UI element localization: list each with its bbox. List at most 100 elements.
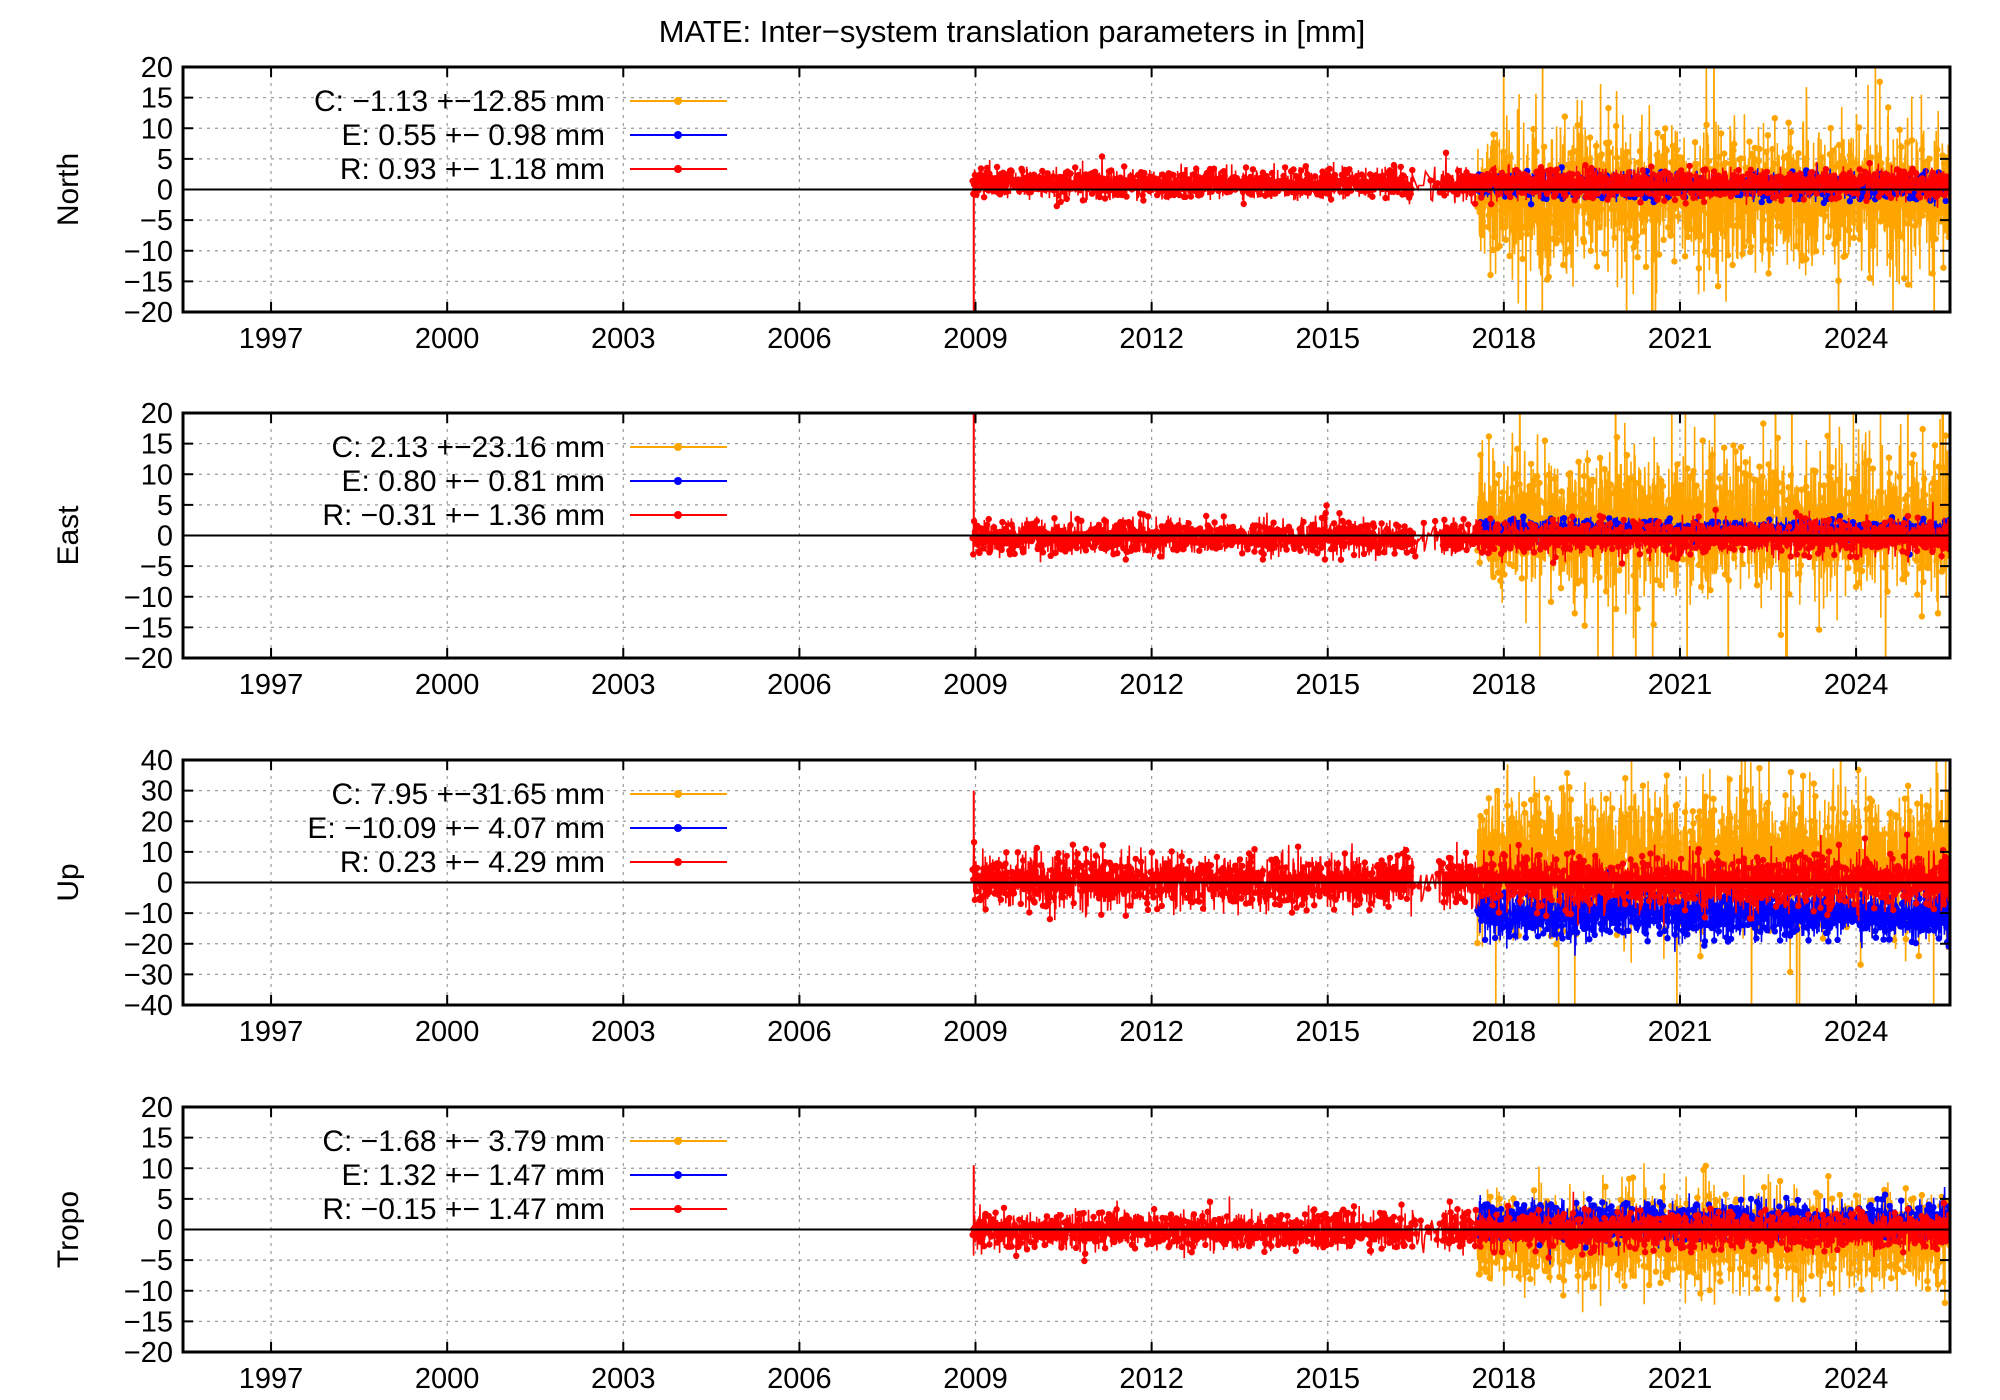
data-point (1763, 168, 1771, 175)
data-point (1180, 546, 1187, 553)
data-point (1640, 228, 1647, 235)
data-point (1739, 173, 1746, 180)
data-point (1846, 198, 1854, 205)
data-point (1654, 196, 1661, 203)
data-point (1908, 137, 1916, 144)
data-point (1759, 473, 1766, 480)
data-point (1608, 189, 1615, 197)
y-tick-label: −5 (140, 205, 173, 237)
data-point (1088, 190, 1096, 197)
data-point (1619, 488, 1626, 495)
data-point (1823, 540, 1830, 547)
data-point (1805, 493, 1812, 500)
data-point (1601, 250, 1608, 257)
data-point (996, 191, 1004, 198)
data-point (1809, 505, 1817, 512)
data-point (1891, 488, 1898, 495)
data-point (1400, 173, 1408, 180)
data-point (1067, 170, 1074, 177)
data-point (1868, 154, 1875, 161)
data-point (1487, 271, 1494, 279)
data-point (1808, 173, 1815, 181)
data-point (1255, 522, 1263, 530)
data-point (998, 546, 1005, 553)
y-axis-label: North (52, 153, 85, 226)
x-tick-label: 2000 (415, 323, 480, 355)
data-point (1331, 171, 1339, 179)
x-tick-label: 2006 (767, 323, 832, 355)
data-point (1656, 508, 1664, 515)
data-point (1775, 479, 1782, 487)
data-point (1625, 169, 1633, 176)
data-point (1478, 231, 1486, 239)
data-point (1095, 521, 1103, 529)
data-point (1589, 478, 1597, 485)
data-point (1548, 167, 1555, 174)
data-point (1802, 515, 1809, 522)
data-point (1633, 232, 1641, 240)
data-point (1567, 520, 1575, 528)
data-point (1812, 217, 1819, 224)
data-point (1677, 167, 1685, 174)
data-point (1628, 212, 1635, 219)
data-point (1606, 507, 1613, 514)
data-point (1326, 165, 1333, 172)
data-point (1786, 144, 1794, 152)
data-point (1709, 451, 1716, 458)
x-tick-label: 2018 (1472, 323, 1537, 355)
data-point (1366, 171, 1374, 178)
data-point (1586, 134, 1594, 141)
data-point (1655, 518, 1663, 525)
data-point (1497, 577, 1504, 584)
data-point (1693, 482, 1700, 489)
legend-label-R: R: 0.93 +− 1.18 mm (340, 153, 605, 186)
data-point (980, 194, 988, 201)
data-point (1767, 238, 1775, 245)
data-point (1704, 469, 1712, 476)
data-point (1752, 505, 1759, 512)
data-point (1583, 500, 1590, 508)
data-point (1934, 479, 1941, 487)
data-point (1685, 233, 1692, 240)
data-point (1862, 488, 1869, 496)
data-point (1909, 516, 1916, 523)
data-point (1576, 513, 1584, 520)
data-point (1530, 125, 1537, 133)
data-point (1494, 569, 1502, 576)
data-point (1740, 470, 1748, 477)
data-point (1222, 541, 1230, 549)
data-point (1836, 512, 1844, 520)
data-point (1778, 197, 1785, 204)
data-point (1432, 517, 1439, 525)
data-point (1673, 147, 1680, 154)
data-point (1478, 194, 1485, 201)
data-point (1514, 493, 1522, 500)
data-point (1733, 222, 1740, 229)
data-point (1822, 212, 1829, 220)
data-point (1784, 231, 1792, 238)
data-point (1756, 463, 1763, 470)
data-point (1612, 605, 1620, 613)
data-point (1023, 520, 1031, 528)
data-point (1931, 442, 1939, 449)
data-point (1634, 605, 1641, 612)
data-point (1477, 451, 1484, 459)
data-point (1820, 199, 1828, 207)
data-point (1797, 562, 1805, 569)
data-point (1607, 481, 1615, 488)
data-point (1285, 523, 1293, 530)
data-point (1412, 553, 1419, 560)
data-point (1513, 470, 1520, 478)
data-point (1420, 519, 1428, 527)
data-point (1871, 171, 1879, 178)
data-point (1904, 176, 1912, 184)
data-point (1507, 193, 1514, 201)
data-point (1588, 164, 1595, 172)
data-point (1728, 494, 1736, 501)
data-point (1901, 220, 1909, 227)
data-point (1502, 236, 1510, 243)
data-point (1678, 482, 1686, 489)
data-point (1756, 145, 1763, 153)
data-point (1655, 525, 1662, 532)
data-point (1629, 475, 1637, 482)
